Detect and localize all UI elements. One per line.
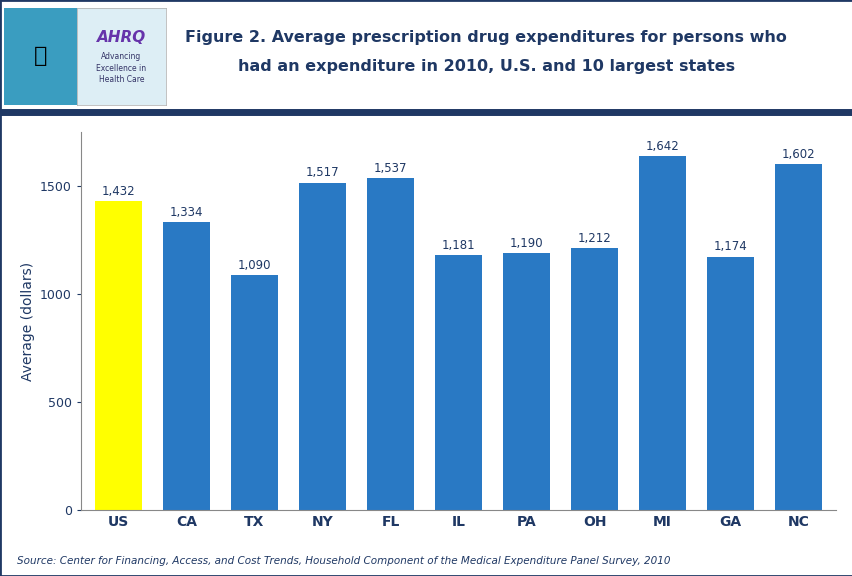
Bar	[570, 248, 618, 510]
Text: 🦅: 🦅	[34, 47, 47, 66]
Text: Advancing
Excellence in
Health Care: Advancing Excellence in Health Care	[96, 52, 147, 84]
Y-axis label: Average (dollars): Average (dollars)	[20, 262, 35, 381]
Text: 1,517: 1,517	[305, 166, 339, 180]
Text: 1,174: 1,174	[713, 240, 746, 253]
Text: 1,602: 1,602	[780, 148, 815, 161]
Text: 1,432: 1,432	[101, 185, 135, 198]
Text: 1,334: 1,334	[170, 206, 203, 219]
Text: 1,181: 1,181	[441, 239, 475, 252]
Text: 1,212: 1,212	[577, 232, 611, 245]
Text: 1,642: 1,642	[645, 139, 678, 153]
Bar	[366, 179, 414, 510]
Bar	[435, 255, 481, 510]
Bar	[774, 164, 821, 510]
Bar	[163, 222, 210, 510]
Text: AHRQ: AHRQ	[97, 29, 146, 44]
Bar	[298, 183, 346, 510]
Text: 1,090: 1,090	[238, 259, 271, 271]
Bar	[638, 156, 686, 510]
Bar	[502, 253, 550, 510]
Bar	[230, 275, 278, 510]
Text: 1,537: 1,537	[373, 162, 406, 175]
Text: Source: Center for Financing, Access, and Cost Trends, Household Component of th: Source: Center for Financing, Access, an…	[17, 556, 670, 566]
Bar	[706, 257, 753, 510]
Text: Figure 2. Average prescription drug expenditures for persons who: Figure 2. Average prescription drug expe…	[185, 30, 786, 45]
Text: 1,190: 1,190	[509, 237, 543, 250]
Bar	[95, 201, 142, 510]
Text: had an expenditure in 2010, U.S. and 10 largest states: had an expenditure in 2010, U.S. and 10 …	[238, 59, 734, 74]
